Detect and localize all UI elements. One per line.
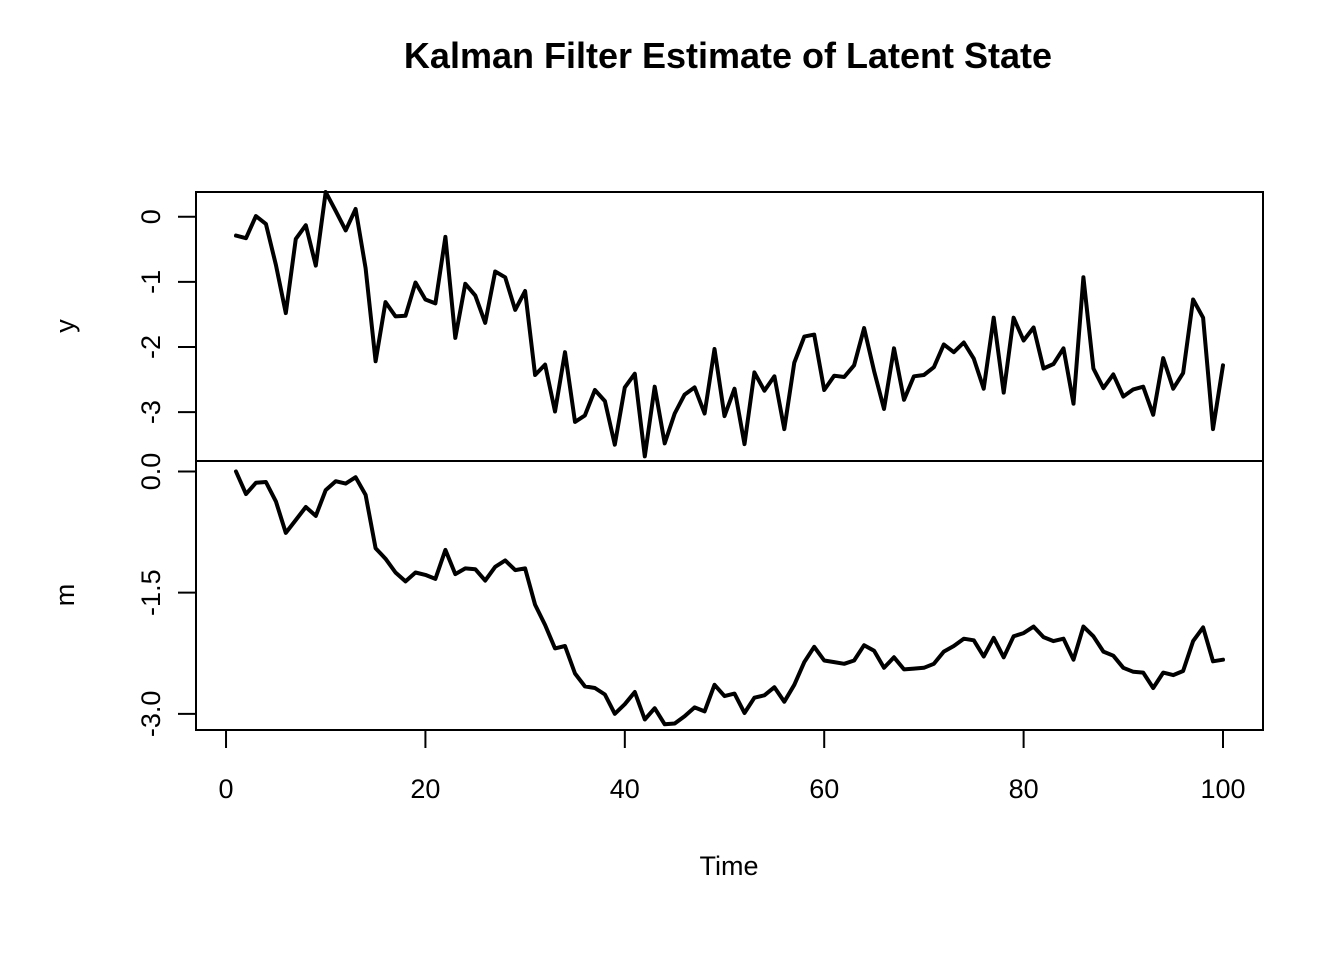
y-tick-label-y-0: 0 (136, 209, 166, 224)
series-line-y (234, 190, 1225, 459)
panel-y-frame (195, 191, 1264, 462)
y-tick-label-y-1: -1 (136, 270, 166, 294)
x-axis-label: Time (700, 851, 759, 881)
y-axis-label-y: y (50, 319, 80, 333)
x-tick-label-1: 20 (410, 774, 440, 804)
panel-m-frame (195, 460, 1264, 731)
y-tick-label-m-1: -1.5 (136, 569, 166, 616)
panel-m: m 0.0 -1.5 -3.0 (50, 453, 1264, 738)
panel-y: y 0 -1 -2 -3 (50, 190, 1264, 462)
x-tick-label-0: 0 (219, 774, 234, 804)
y-tick-label-m-0: 0.0 (136, 453, 166, 491)
y-tick-label-m-2: -3.0 (136, 691, 166, 738)
x-tick-label-3: 60 (809, 774, 839, 804)
y-tick-label-y-3: -3 (136, 400, 166, 424)
y-axis-label-m: m (50, 584, 80, 607)
y-tick-label-y-2: -2 (136, 335, 166, 359)
x-tick-label-4: 80 (1009, 774, 1039, 804)
x-axis: 0 20 40 60 80 100 (219, 729, 1246, 804)
series-line-m (234, 469, 1225, 727)
chart-title: Kalman Filter Estimate of Latent State (404, 35, 1052, 76)
x-tick-label-2: 40 (610, 774, 640, 804)
x-tick-label-5: 100 (1200, 774, 1245, 804)
